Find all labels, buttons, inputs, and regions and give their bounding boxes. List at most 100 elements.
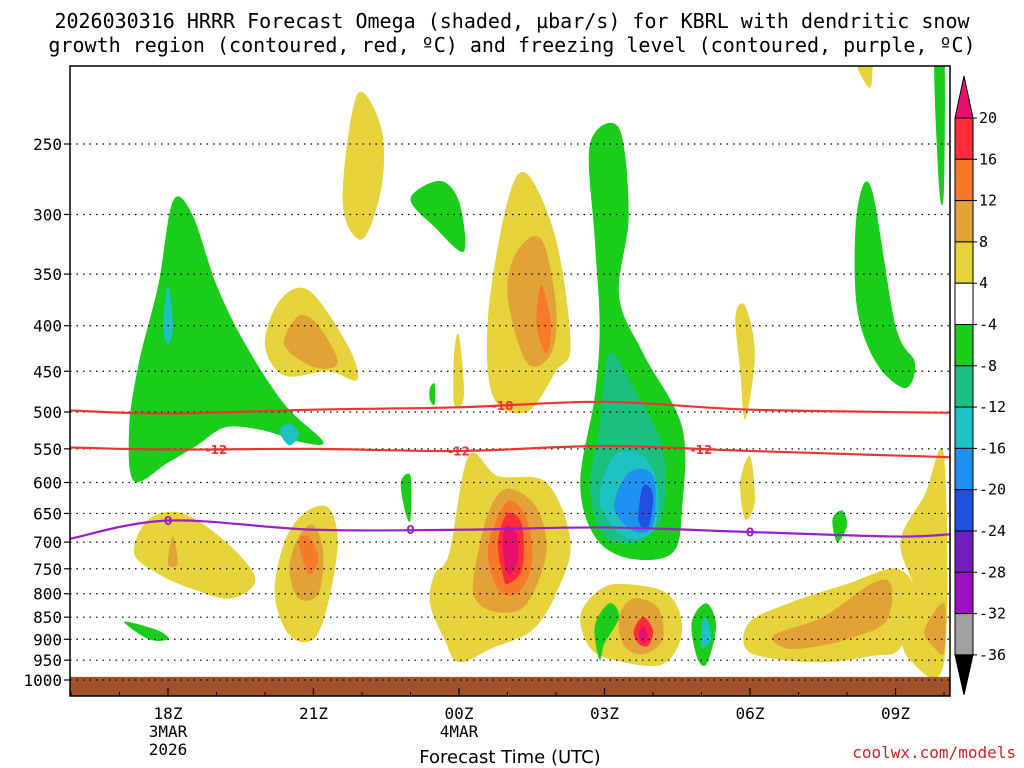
colorbar-swatch-9	[954, 489, 974, 532]
colorbar-swatch-4	[954, 282, 974, 326]
x-tick-label-00Z: 00Z	[445, 704, 474, 723]
colorbar-swatch-0	[954, 117, 974, 160]
colorbar-label-5: -4	[979, 316, 997, 334]
chart-title-line2: growth region (contoured, red, ºC) and f…	[48, 33, 975, 57]
y-tick-label-350: 350	[33, 265, 62, 284]
y-tick-label-750: 750	[33, 560, 62, 579]
colorbar-swatch-8	[954, 447, 974, 491]
colorbar-label-11: -28	[979, 563, 1006, 581]
colorbar-swatch-7	[954, 406, 974, 449]
y-tick-label-850: 850	[33, 608, 62, 627]
y-tick-label-250: 250	[33, 135, 62, 154]
colorbar-label-2: 12	[979, 192, 997, 210]
colorbar-label-4: 4	[979, 274, 988, 292]
y-tick-label-300: 300	[33, 205, 62, 224]
x-axis-label: Forecast Time (UTC)	[419, 747, 600, 768]
omega-region-42	[124, 621, 169, 641]
colorbar-swatch-3	[954, 241, 974, 284]
omega-region-36	[854, 181, 916, 389]
plot-frame	[69, 65, 951, 697]
colorbar-swatch-6	[954, 365, 974, 408]
y-tick-label-400: 400	[33, 317, 62, 336]
colorbar: 20 16 12 8 4 -4 -8 -12 -16 -20 -24 -28 -32 -36	[954, 75, 1006, 696]
contour-label-1: -12	[206, 443, 228, 457]
x-tick-label-03Z: 03Z	[590, 704, 619, 723]
y-tick-label-650: 650	[33, 504, 62, 523]
colorbar-bottom-cap	[954, 654, 974, 696]
colorbar-label-12: -32	[979, 605, 1006, 623]
omega-region-41	[400, 473, 412, 522]
contour-dgz-minus12	[70, 444, 950, 459]
omega-region-38	[735, 303, 755, 420]
y-tick-label-500: 500	[33, 403, 62, 422]
colorbar-swatch-5	[954, 324, 974, 367]
omega-region-1	[163, 284, 173, 345]
omega-region-43	[453, 333, 464, 408]
omega-region-4	[410, 180, 466, 252]
omega-region-29	[594, 603, 620, 661]
colorbar-swatch-12	[954, 613, 974, 656]
omega-region-45	[832, 510, 848, 543]
contour-label-3: -12	[691, 443, 713, 457]
colorbar-label-7: -12	[979, 398, 1006, 416]
contour-label-4: 0	[164, 514, 172, 528]
colorbar-label-8: -16	[979, 439, 1006, 457]
colorbar-label-6: -8	[979, 357, 997, 375]
omega-region-3	[342, 91, 385, 240]
ground-fill	[70, 676, 950, 696]
colorbar-label-13: -36	[979, 646, 1006, 664]
omega-region-23	[133, 511, 256, 599]
contour-freezing-level	[70, 519, 950, 540]
colorbar-top-cap	[954, 75, 974, 119]
omega-region-24	[167, 536, 178, 567]
chart-title-line1: 2026030316 HRRR Forecast Omega (shaded, …	[54, 9, 970, 33]
credit-text: coolwx.com/models	[852, 743, 1016, 762]
omega-region-35	[924, 602, 946, 655]
x-tick-label-18Z: 18Z	[154, 704, 183, 723]
colorbar-swatch-2	[954, 200, 974, 243]
y-axis: 250 300 350 400 450 500 550 600 650 700 750 800 850 9…	[23, 135, 70, 690]
omega-region-19	[502, 525, 519, 575]
colorbar-label-0: 20	[979, 109, 997, 127]
omega-region-31	[700, 616, 712, 649]
colorbar-label-3: 8	[979, 233, 988, 251]
omega-region-22	[298, 535, 319, 575]
contour-label-6: 0	[746, 526, 754, 540]
contour-label-0: -18	[492, 399, 514, 413]
y-tick-label-700: 700	[33, 533, 62, 552]
colorbar-swatch-11	[954, 571, 974, 615]
ground-layer	[70, 676, 950, 696]
omega-region-44	[429, 383, 436, 406]
colorbar-label-9: -20	[979, 481, 1006, 499]
x-tick-date-2: 4MAR	[440, 722, 479, 741]
omega-region-28	[638, 626, 649, 644]
y-tick-label-1000: 1000	[23, 671, 62, 690]
y-tick-label-900: 900	[33, 630, 62, 649]
x-tick-label-06Z: 06Z	[736, 704, 765, 723]
omega-region-6	[284, 314, 338, 369]
contour-lines: -18 -12 -12 -12 0 0 0	[70, 399, 950, 540]
colorbar-label-10: -24	[979, 522, 1006, 540]
omega-region-40	[857, 66, 873, 88]
y-tick-label-950: 950	[33, 651, 62, 670]
y-tick-label-800: 800	[33, 585, 62, 604]
x-tick-year-0: 2026	[149, 740, 188, 759]
contour-label-5: 0	[406, 523, 414, 537]
contour-dgz-minus18	[70, 400, 950, 415]
contour-label-2: -12	[448, 444, 470, 458]
omega-region-9	[536, 284, 552, 354]
omega-region-37	[934, 66, 945, 206]
omega-region-2	[279, 423, 299, 446]
x-tick-label-09Z: 09Z	[881, 704, 910, 723]
y-tick-label-450: 450	[33, 362, 62, 381]
omega-region-39	[740, 455, 755, 520]
y-tick-label-600: 600	[33, 473, 62, 492]
colorbar-swatch-1	[954, 158, 974, 202]
x-tick-label-21Z: 21Z	[299, 704, 328, 723]
omega-shaded-regions	[124, 66, 948, 679]
y-tick-label-550: 550	[33, 440, 62, 459]
omega-region-33	[772, 579, 893, 650]
omega-region-14	[638, 484, 654, 530]
